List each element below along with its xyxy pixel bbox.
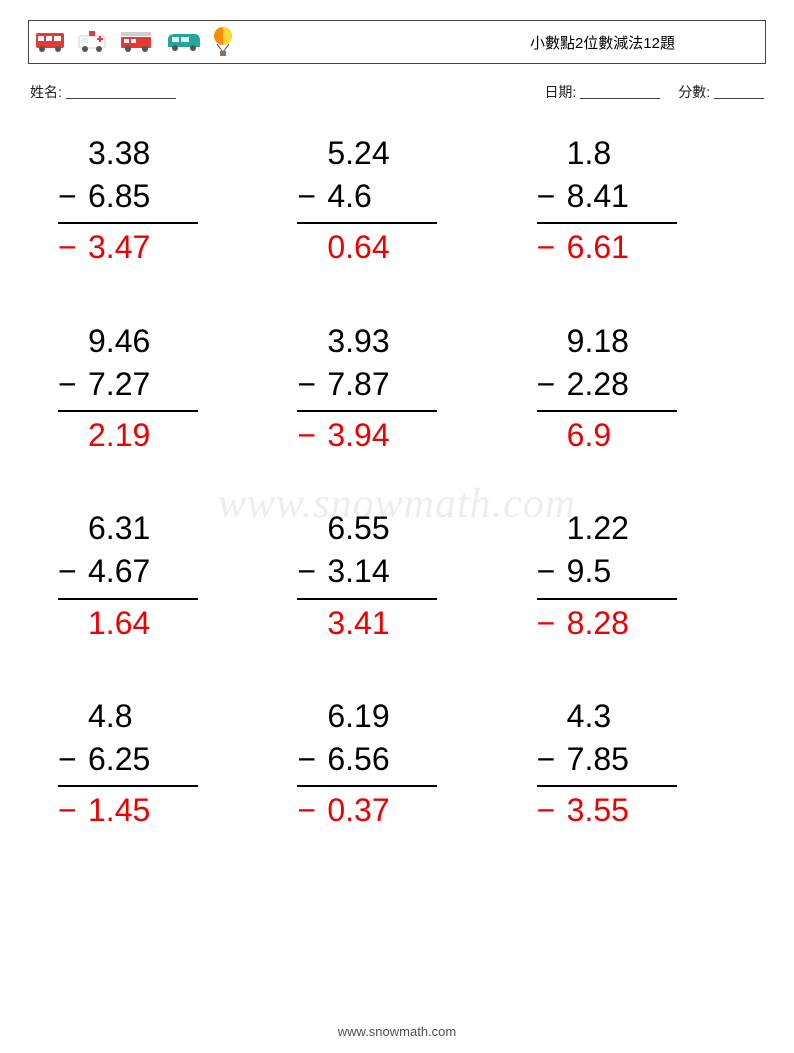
name-label: 姓名: bbox=[30, 84, 62, 100]
operator: − bbox=[297, 363, 327, 406]
answer: 6.9 bbox=[567, 414, 657, 457]
answer-sign: − bbox=[537, 789, 567, 832]
answer: 6.61 bbox=[567, 226, 657, 269]
operator: − bbox=[58, 738, 88, 781]
answer: 2.19 bbox=[88, 414, 178, 457]
operator: − bbox=[537, 550, 567, 593]
answer: 1.64 bbox=[88, 602, 178, 645]
subtrahend: 4.6 bbox=[327, 175, 417, 218]
answer: 0.37 bbox=[327, 789, 417, 832]
answer: 0.64 bbox=[327, 226, 417, 269]
rule-line bbox=[297, 598, 437, 600]
minuend: 4.3 bbox=[567, 695, 657, 738]
problem: 1.22−9.5−8.28 bbox=[537, 507, 736, 645]
rule-line bbox=[58, 598, 198, 600]
operator: − bbox=[537, 363, 567, 406]
subtrahend: 8.41 bbox=[567, 175, 657, 218]
answer: 1.45 bbox=[88, 789, 178, 832]
operator: − bbox=[537, 175, 567, 218]
subtrahend: 7.27 bbox=[88, 363, 178, 406]
answer: 3.94 bbox=[327, 414, 417, 457]
operator: − bbox=[58, 363, 88, 406]
rule-line bbox=[537, 410, 677, 412]
problem: 9.18−2.28 6.9 bbox=[537, 320, 736, 458]
problem: 6.31−4.67 1.64 bbox=[58, 507, 257, 645]
minuend: 6.55 bbox=[327, 507, 417, 550]
subtrahend: 9.5 bbox=[567, 550, 657, 593]
rule-line bbox=[297, 222, 437, 224]
minuend: 6.19 bbox=[327, 695, 417, 738]
minuend: 3.93 bbox=[327, 320, 417, 363]
minuend: 9.18 bbox=[567, 320, 657, 363]
subtrahend: 6.25 bbox=[88, 738, 178, 781]
minuend: 9.46 bbox=[88, 320, 178, 363]
operator: − bbox=[297, 550, 327, 593]
rule-line bbox=[58, 410, 198, 412]
subtrahend: 6.85 bbox=[88, 175, 178, 218]
answer-sign: − bbox=[537, 226, 567, 269]
problem: 5.24−4.6 0.64 bbox=[297, 132, 496, 270]
problem: 3.93−7.87−3.94 bbox=[297, 320, 496, 458]
rule-line bbox=[537, 222, 677, 224]
answer-sign: − bbox=[58, 789, 88, 832]
answer-sign: − bbox=[58, 226, 88, 269]
subtrahend: 6.56 bbox=[327, 738, 417, 781]
minuend: 4.8 bbox=[88, 695, 178, 738]
answer-sign: − bbox=[297, 789, 327, 832]
answer: 3.41 bbox=[327, 602, 417, 645]
answer: 3.55 bbox=[567, 789, 657, 832]
header-box: 小數點2位數減法12題 bbox=[28, 20, 766, 64]
operator: − bbox=[537, 738, 567, 781]
header-icons bbox=[35, 26, 235, 58]
subtrahend: 3.14 bbox=[327, 550, 417, 593]
minuend: 1.8 bbox=[567, 132, 657, 175]
subtrahend: 7.87 bbox=[327, 363, 417, 406]
subtrahend: 7.85 bbox=[567, 738, 657, 781]
ambulance-icon bbox=[77, 29, 111, 55]
answer-sign: − bbox=[297, 414, 327, 457]
problems-grid: 3.38−6.85−3.475.24−4.60.641.8−8.41−6.619… bbox=[28, 132, 766, 832]
problem: 1.8−8.41−6.61 bbox=[537, 132, 736, 270]
minuend: 3.38 bbox=[88, 132, 178, 175]
balloon-icon bbox=[211, 26, 235, 58]
operator: − bbox=[297, 738, 327, 781]
rule-line bbox=[58, 785, 198, 787]
subtrahend: 4.67 bbox=[88, 550, 178, 593]
answer: 3.47 bbox=[88, 226, 178, 269]
rule-line bbox=[537, 785, 677, 787]
firetruck-icon bbox=[119, 29, 157, 55]
score-blank bbox=[714, 98, 764, 99]
info-row: 姓名: 日期: 分數: bbox=[28, 82, 766, 102]
date-label: 日期: bbox=[544, 84, 576, 100]
worksheet-title: 小數點2位數減法12題 bbox=[530, 32, 755, 53]
problem: 6.19−6.56−0.37 bbox=[297, 695, 496, 833]
minuend: 1.22 bbox=[567, 507, 657, 550]
rule-line bbox=[297, 410, 437, 412]
date-blank bbox=[580, 98, 660, 99]
problem: 6.55−3.14 3.41 bbox=[297, 507, 496, 645]
rule-line bbox=[58, 222, 198, 224]
minuend: 6.31 bbox=[88, 507, 178, 550]
answer-sign: − bbox=[537, 602, 567, 645]
problem: 9.46−7.27 2.19 bbox=[58, 320, 257, 458]
subtrahend: 2.28 bbox=[567, 363, 657, 406]
answer: 8.28 bbox=[567, 602, 657, 645]
van-icon bbox=[165, 29, 203, 55]
score-label: 分數: bbox=[678, 84, 710, 100]
bus-icon bbox=[35, 29, 69, 55]
operator: − bbox=[58, 175, 88, 218]
operator: − bbox=[297, 175, 327, 218]
problem: 4.8−6.25−1.45 bbox=[58, 695, 257, 833]
operator: − bbox=[58, 550, 88, 593]
name-blank bbox=[66, 98, 176, 99]
problem: 3.38−6.85−3.47 bbox=[58, 132, 257, 270]
footer-link: www.snowmath.com bbox=[0, 1024, 794, 1039]
minuend: 5.24 bbox=[327, 132, 417, 175]
rule-line bbox=[537, 598, 677, 600]
rule-line bbox=[297, 785, 437, 787]
problem: 4.3−7.85−3.55 bbox=[537, 695, 736, 833]
